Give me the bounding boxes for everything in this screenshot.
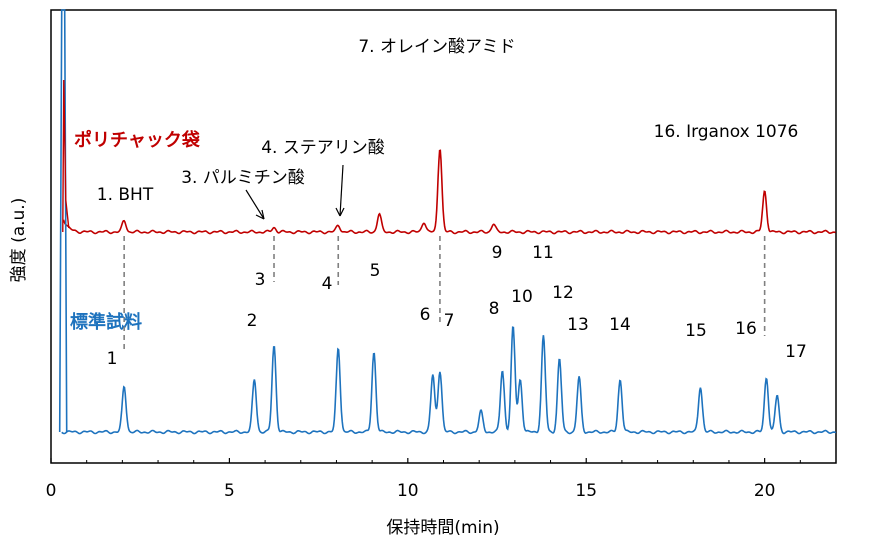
x-tick-label: 10 [397, 481, 419, 501]
standard-peak-number: 15 [685, 321, 707, 341]
x-axis-label: 保持時間(min) [386, 518, 499, 538]
series-label-standard: 標準試料 [70, 311, 142, 333]
x-axis-ticks: 0 5 10 15 20 [46, 458, 801, 501]
series-label-sample: ポリチャック袋 [74, 129, 201, 151]
arrow-stearic [339, 164, 344, 217]
x-tick-label: 0 [46, 481, 57, 501]
arrowhead-stearic [335, 207, 345, 217]
sample-peak-label: 7. オレイン酸アミド [358, 37, 515, 57]
solvent-peak [58, 9, 68, 433]
standard-peak-number: 8 [489, 299, 500, 319]
sample-peak-label: 16. Irganox 1076 [654, 122, 799, 142]
plot-area-frame [50, 9, 837, 464]
y-axis-label: 強度 (a.u.) [9, 198, 29, 283]
standard-peak-number: 3 [255, 270, 266, 290]
trace-sample [62, 149, 836, 235]
x-tick-label: 15 [575, 481, 597, 501]
solvent-peak-sample [62, 79, 70, 233]
standard-peak-number: 12 [552, 283, 574, 303]
standard-peak-number: 1 [107, 349, 118, 369]
standard-peak-number: 13 [567, 315, 589, 335]
sample-peak-label: 1. BHT [97, 185, 154, 205]
standard-peak-number: 11 [532, 243, 554, 263]
standard-peak-number: 5 [370, 261, 381, 281]
standard-peak-number: 10 [511, 287, 533, 307]
arrowhead-palmitic [255, 209, 265, 220]
x-tick-label: 20 [754, 481, 776, 501]
peak-guide-lines [123, 236, 766, 350]
trace-standard [61, 326, 837, 435]
sample-peak-label: 3. パルミチン酸 [181, 168, 305, 188]
standard-peak-number: 17 [785, 342, 807, 362]
arrow-palmitic [245, 189, 265, 220]
standard-peak-number: 2 [247, 311, 258, 331]
chromatogram-traces [58, 9, 837, 435]
standard-peak-number: 14 [609, 315, 631, 335]
peak-labels: 1. BHT 3. パルミチン酸 4. ステアリン酸 7. オレイン酸アミド 16. I… [97, 37, 807, 369]
standard-peak-number: 9 [492, 243, 503, 263]
standard-peak-number: 6 [420, 305, 431, 325]
standard-peak-number: 4 [322, 274, 333, 294]
sample-peak-label: 4. ステアリン酸 [261, 138, 385, 158]
x-tick-label: 5 [224, 481, 235, 501]
standard-peak-number: 7 [444, 311, 455, 331]
standard-peak-number: 16 [735, 319, 757, 339]
